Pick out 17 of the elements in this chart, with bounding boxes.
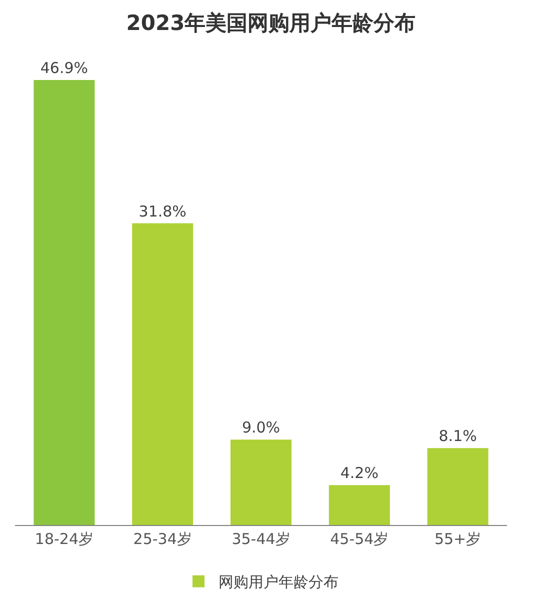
chart-title: 2023年美国网购用户年龄分布	[126, 10, 416, 35]
data-label: 9.0%	[242, 418, 280, 437]
x-tick-label: 55+岁	[434, 530, 482, 548]
data-label: 8.1%	[438, 427, 477, 446]
bar	[328, 485, 390, 525]
bar	[230, 440, 292, 525]
legend-label: 网购用户年龄分布	[218, 573, 338, 592]
x-tick-label: 45-54岁	[330, 530, 389, 548]
x-tick-label: 35-44岁	[232, 530, 290, 548]
bar	[34, 80, 95, 525]
bar	[132, 223, 194, 525]
x-tick-label: 18-24岁	[34, 530, 94, 548]
data-label: 46.9%	[40, 59, 88, 77]
bar	[427, 448, 488, 525]
data-label: 31.8%	[138, 202, 186, 220]
data-label: 4.2%	[340, 464, 378, 482]
x-tick-label: 25-34岁	[133, 530, 192, 548]
